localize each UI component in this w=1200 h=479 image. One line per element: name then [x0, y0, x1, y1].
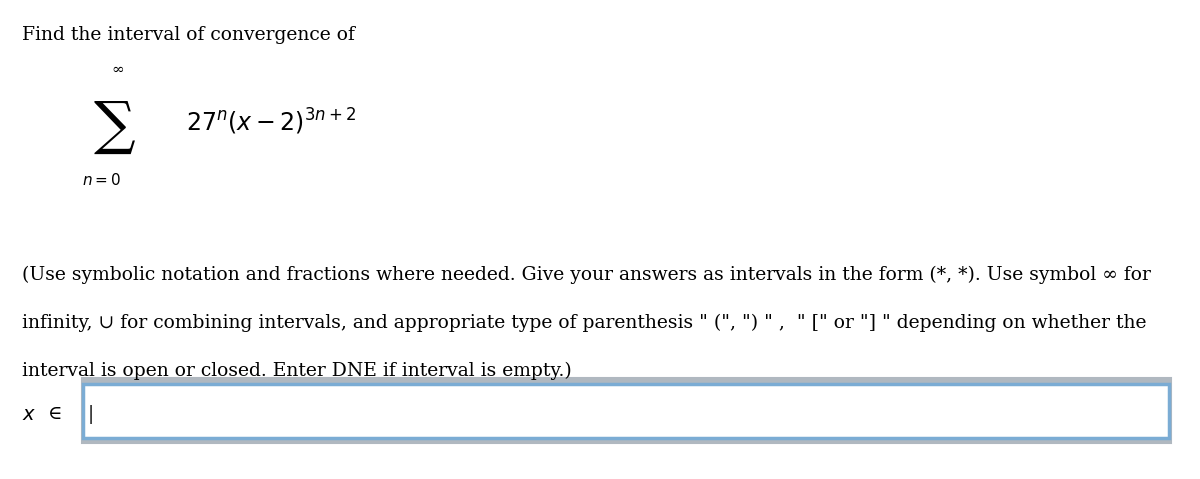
Text: interval is open or closed. Enter DNE if interval is empty.): interval is open or closed. Enter DNE if…	[22, 362, 571, 380]
Text: ∑: ∑	[94, 99, 134, 155]
Text: ∈: ∈	[48, 405, 62, 423]
Text: infinity, ∪ for combining intervals, and appropriate type of parenthesis " (", ": infinity, ∪ for combining intervals, and…	[22, 314, 1146, 332]
Bar	[82, 378, 1171, 443]
Text: |: |	[88, 405, 94, 424]
Text: $n=0$: $n=0$	[83, 171, 121, 188]
Text: Find the interval of convergence of: Find the interval of convergence of	[22, 26, 354, 45]
Bar	[84, 384, 1170, 438]
Text: (Use symbolic notation and fractions where needed. Give your answers as interval: (Use symbolic notation and fractions whe…	[22, 266, 1151, 284]
Text: ∞: ∞	[112, 62, 124, 77]
Text: $27^n(x-2)^{3n+2}$: $27^n(x-2)^{3n+2}$	[186, 107, 356, 137]
Text: $x$: $x$	[22, 405, 36, 424]
